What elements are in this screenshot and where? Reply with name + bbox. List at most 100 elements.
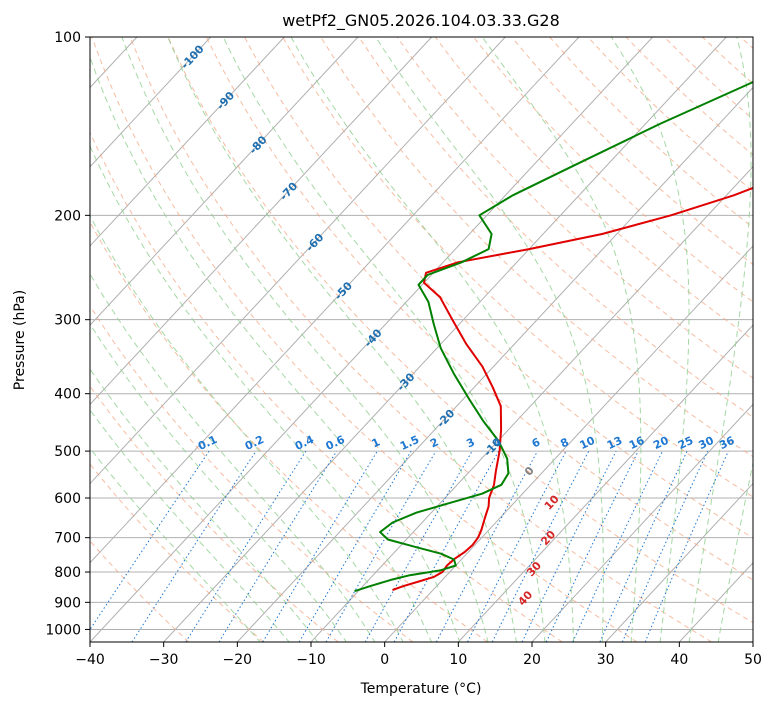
dry-adiabat-line	[90, 463, 264, 642]
dry-adiabat-line	[167, 37, 753, 624]
moist-adiabat-line	[90, 273, 376, 642]
mixing-ratio-label: 0.1	[196, 433, 219, 453]
dewpoint-line	[354, 80, 753, 593]
x-axis-label: Temperature (°C)	[360, 681, 482, 697]
isotherm-line	[605, 482, 753, 642]
mixing-ratio-line	[393, 450, 500, 642]
mixing-ratio-label: 16	[627, 434, 647, 452]
dry-adiabat-line	[320, 37, 753, 458]
isotherm-line	[457, 324, 753, 642]
dry-adiabat-line	[205, 37, 753, 581]
moist-adiabat-line	[717, 460, 753, 642]
isotherm-line	[90, 37, 359, 326]
isotherm-line	[90, 37, 654, 642]
y-axis-label: Pressure (hPa)	[12, 290, 28, 390]
moist-adiabat-line	[90, 368, 319, 642]
y-tick-label: 700	[54, 531, 81, 547]
y-tick-label: 200	[54, 208, 81, 224]
moist-adiabat-label: 40	[515, 588, 535, 608]
moist-adiabat-line	[688, 37, 752, 642]
isotherm-line	[531, 403, 753, 642]
y-tick-label: 900	[54, 595, 81, 611]
mixing-ratio-label: 1	[370, 435, 382, 450]
mixing-ratio-label: 36	[717, 434, 737, 452]
mixing-ratio-line	[298, 450, 412, 642]
dry-adiabat-line	[90, 221, 488, 642]
moist-adiabat-line	[222, 37, 546, 642]
mixing-ratio-label: 8	[558, 435, 570, 450]
y-tick-label: 800	[54, 565, 81, 581]
profile-lines	[354, 80, 753, 593]
x-tick-label: 40	[670, 652, 688, 668]
dry-adiabat-line	[90, 540, 190, 642]
dry-adiabat-line	[90, 305, 414, 642]
isotherm-line	[163, 37, 727, 642]
x-tick-label: 30	[597, 652, 615, 668]
plot-frame	[89, 36, 754, 643]
background-lines	[90, 37, 753, 642]
isotherm-label: -100	[178, 42, 207, 71]
y-tick-label: 400	[54, 387, 81, 403]
mixing-ratio-label: 0.4	[293, 433, 316, 453]
isotherm-line	[90, 37, 433, 406]
mixing-ratio-label: 30	[697, 434, 717, 452]
y-tick-label: 500	[54, 444, 81, 460]
moist-adiabat-line	[90, 55, 461, 642]
isotherm-line	[384, 245, 753, 642]
moist-adiabat-line	[90, 323, 347, 642]
chart-title: wetPf2_GN05.2026.104.03.33.G28	[282, 11, 560, 31]
dry-adiabat-line	[90, 385, 339, 642]
mixing-ratio-line	[644, 450, 729, 642]
mixing-ratio-line	[572, 450, 663, 642]
y-tick-label: 100	[54, 30, 81, 46]
mixing-ratio-line	[621, 450, 709, 642]
isotherm-line	[752, 641, 753, 642]
mixing-ratio-label: 0.6	[324, 433, 347, 453]
x-axis: −40 −30 −20 −10 0 10 20 30 40 50	[75, 642, 762, 668]
isotherm-line	[678, 562, 753, 642]
mixing-ratio-line	[131, 450, 257, 642]
mixing-ratio-label: 10	[578, 434, 598, 452]
moist-adiabat-line	[375, 37, 604, 642]
y-axis: 100 200 300 400 500 600 700 800 900 1000	[45, 30, 90, 638]
mixing-ratio-line	[545, 450, 639, 642]
dry-adiabat-line	[701, 37, 753, 85]
mixing-ratio-line	[435, 450, 538, 642]
mixing-ratio-label: 13	[605, 434, 624, 452]
isotherm-line	[236, 86, 753, 642]
dry-adiabat-line	[282, 37, 753, 498]
mixing-ratio-line	[185, 450, 307, 642]
moist-adiabat-line	[90, 409, 290, 642]
y-tick-label: 300	[54, 313, 81, 329]
mixing-ratio-line	[218, 450, 338, 642]
isotherm-line	[90, 37, 506, 485]
y-tick-label: 600	[54, 491, 81, 507]
mixing-ratio-line	[90, 450, 210, 631]
x-tick-label: −20	[223, 652, 253, 668]
x-tick-label: 0	[380, 652, 389, 668]
isotherm-line	[90, 37, 212, 168]
moist-adiabat-line	[90, 214, 404, 642]
moist-adiabat-line	[121, 37, 489, 642]
mixing-ratio-line	[521, 450, 617, 642]
dry-adiabat-line	[129, 37, 712, 642]
x-tick-label: −40	[75, 652, 105, 668]
mixing-ratio-line	[599, 450, 688, 642]
dry-adiabat-line	[434, 37, 753, 341]
dry-adiabat-line	[90, 131, 563, 642]
moist-adiabat-line	[481, 37, 642, 642]
x-tick-label: 10	[449, 652, 467, 668]
isotherm-line	[90, 37, 580, 564]
dry-adiabat-line	[740, 37, 753, 50]
mixing-ratio-line	[262, 450, 378, 642]
x-tick-label: −10	[296, 652, 326, 668]
x-tick-label: −30	[149, 652, 179, 668]
dry-adiabat-line	[549, 37, 753, 229]
mixing-ratio-label: 25	[676, 434, 695, 452]
isotherm-line	[90, 37, 285, 247]
moist-adiabat-line	[167, 37, 518, 642]
mixing-ratio-label: 1.5	[398, 433, 421, 453]
mixing-ratio-label: 6	[530, 435, 543, 450]
moist-adiabat-line	[610, 37, 690, 642]
